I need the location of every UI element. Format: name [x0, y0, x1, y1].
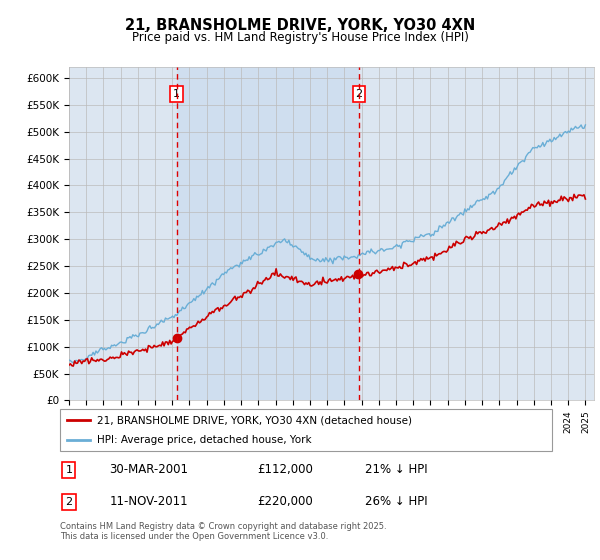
Text: 21, BRANSHOLME DRIVE, YORK, YO30 4XN (detached house): 21, BRANSHOLME DRIVE, YORK, YO30 4XN (de…: [97, 415, 412, 425]
Text: HPI: Average price, detached house, York: HPI: Average price, detached house, York: [97, 435, 311, 445]
Text: 1: 1: [173, 89, 180, 99]
Text: 2: 2: [355, 89, 362, 99]
Text: Contains HM Land Registry data © Crown copyright and database right 2025.
This d: Contains HM Land Registry data © Crown c…: [60, 522, 386, 542]
Text: 1: 1: [65, 465, 73, 475]
Text: Price paid vs. HM Land Registry's House Price Index (HPI): Price paid vs. HM Land Registry's House …: [131, 31, 469, 44]
Text: 30-MAR-2001: 30-MAR-2001: [109, 463, 188, 476]
Text: 2: 2: [65, 497, 73, 507]
Bar: [176, 67, 359, 400]
Text: £220,000: £220,000: [257, 495, 313, 508]
Text: 21, BRANSHOLME DRIVE, YORK, YO30 4XN: 21, BRANSHOLME DRIVE, YORK, YO30 4XN: [125, 18, 475, 33]
Text: 11-NOV-2011: 11-NOV-2011: [109, 495, 188, 508]
Text: 21% ↓ HPI: 21% ↓ HPI: [365, 463, 428, 476]
Text: 26% ↓ HPI: 26% ↓ HPI: [365, 495, 428, 508]
FancyBboxPatch shape: [60, 409, 552, 451]
Text: £112,000: £112,000: [257, 463, 313, 476]
